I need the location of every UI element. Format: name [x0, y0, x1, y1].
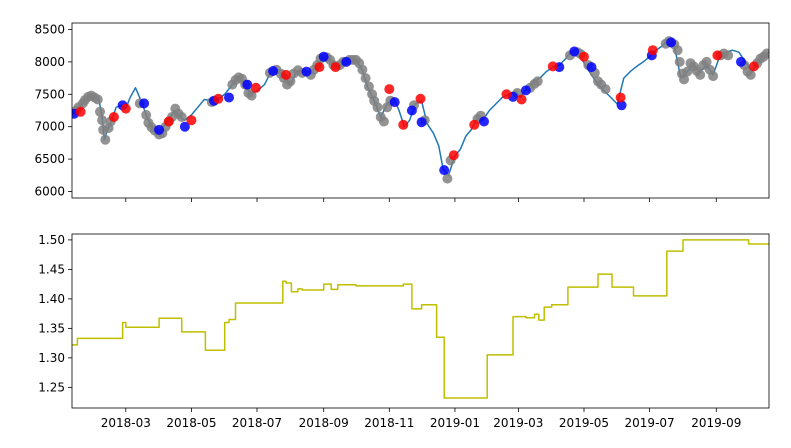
- ratio-chart-panel: 1.25 1.30 1.35 1.40 1.45 1.50 2018-03 2018-05 20…: [38, 233, 770, 430]
- buy-marker: [416, 117, 427, 128]
- sell-marker: [384, 84, 395, 95]
- hold-marker: [360, 73, 371, 84]
- buy-marker: [736, 56, 746, 67]
- hold-marker: [672, 45, 683, 56]
- buy-marker: [341, 56, 352, 67]
- hold-marker: [708, 71, 719, 82]
- y-tick-label: 1.50: [38, 233, 65, 247]
- hold-marker: [92, 94, 103, 105]
- sell-marker: [314, 62, 325, 73]
- buy-marker: [666, 37, 677, 48]
- hold-marker: [372, 102, 383, 113]
- x-tick-label: 2018-03: [101, 416, 151, 430]
- hold-marker: [246, 90, 257, 101]
- hold-marker: [532, 76, 543, 87]
- buy-marker: [616, 100, 627, 111]
- hold-marker: [378, 116, 389, 127]
- sell-marker: [579, 51, 589, 62]
- y-tick-label: 7500: [34, 87, 65, 101]
- y-tick-label: 1.35: [38, 321, 65, 335]
- buy-marker: [439, 165, 450, 176]
- hold-marker: [357, 64, 368, 75]
- x-tick-label: 2018-07: [232, 416, 282, 430]
- x-tick-label: 2018-11: [364, 416, 414, 430]
- sell-marker: [516, 94, 527, 105]
- sell-marker: [647, 45, 658, 56]
- sell-marker: [415, 93, 426, 104]
- y-tick-label: 8500: [34, 22, 65, 36]
- sell-marker: [469, 119, 480, 130]
- hold-marker: [95, 106, 105, 117]
- buy-marker: [520, 85, 531, 96]
- sell-marker: [75, 106, 86, 117]
- sell-marker: [501, 89, 512, 100]
- sell-marker: [615, 92, 626, 103]
- x-tick-label: 2018-05: [166, 416, 216, 430]
- axes-frame: [71, 22, 770, 199]
- buy-marker: [268, 66, 279, 76]
- buy-marker: [569, 46, 580, 57]
- y-tick-label: 6500: [34, 152, 65, 166]
- hold-marker: [761, 48, 769, 59]
- hold-marker: [723, 50, 734, 61]
- series-line: [72, 239, 769, 399]
- hold-marker: [701, 56, 712, 67]
- buy-marker: [179, 121, 190, 132]
- buy-marker: [154, 124, 165, 135]
- hold-marker: [97, 115, 108, 126]
- y-tick-label: 7000: [34, 120, 65, 134]
- plot-area: [72, 36, 769, 184]
- buy-marker: [224, 92, 234, 103]
- buy-marker: [389, 97, 400, 108]
- buy-marker: [406, 105, 417, 116]
- buy-marker: [586, 62, 597, 73]
- x-tick-label: 2018-09: [299, 416, 349, 430]
- sell-marker: [213, 93, 224, 104]
- x-tick-label: 2019-09: [691, 416, 741, 430]
- sell-marker: [108, 112, 119, 122]
- sell-marker: [120, 103, 131, 114]
- x-tick-label: 2019-03: [493, 416, 543, 430]
- sell-marker: [186, 115, 197, 126]
- sell-marker: [712, 50, 723, 61]
- sell-marker: [163, 116, 174, 127]
- hold-marker: [674, 56, 685, 67]
- hold-marker: [600, 84, 611, 95]
- y-tick-label: 8000: [34, 55, 65, 69]
- buy-marker: [139, 98, 150, 109]
- x-tick-label: 2019-07: [625, 416, 675, 430]
- y-tick-label: 1.40: [38, 292, 65, 306]
- hold-marker: [176, 112, 187, 122]
- sell-marker: [748, 61, 759, 72]
- sell-marker: [330, 62, 341, 73]
- plot-area: [72, 239, 769, 399]
- hold-marker: [363, 81, 374, 92]
- y-tick-label: 1.30: [38, 351, 65, 365]
- hold-marker: [695, 69, 706, 80]
- buy-marker: [242, 79, 253, 90]
- buy-marker: [479, 116, 489, 127]
- hold-marker: [745, 69, 756, 80]
- x-tick-label: 2019-05: [559, 416, 609, 430]
- sell-marker: [398, 119, 409, 130]
- y-tick-label: 6000: [34, 185, 65, 199]
- sell-marker: [250, 82, 261, 93]
- buy-marker: [301, 66, 312, 77]
- hold-marker: [442, 173, 453, 184]
- sell-marker: [547, 61, 558, 72]
- hold-marker: [679, 74, 689, 85]
- sell-marker: [448, 150, 459, 161]
- y-tick-label: 1.45: [38, 262, 65, 276]
- buy-marker: [318, 51, 329, 62]
- sell-marker: [281, 69, 291, 80]
- y-tick-label: 1.25: [38, 380, 65, 394]
- hold-marker: [141, 110, 152, 120]
- axes-frame: [71, 233, 770, 409]
- hold-marker: [100, 134, 111, 145]
- price-chart-panel: 6000 6500 7000 7500 8000 8500: [34, 22, 770, 202]
- x-tick-label: 2019-01: [430, 416, 480, 430]
